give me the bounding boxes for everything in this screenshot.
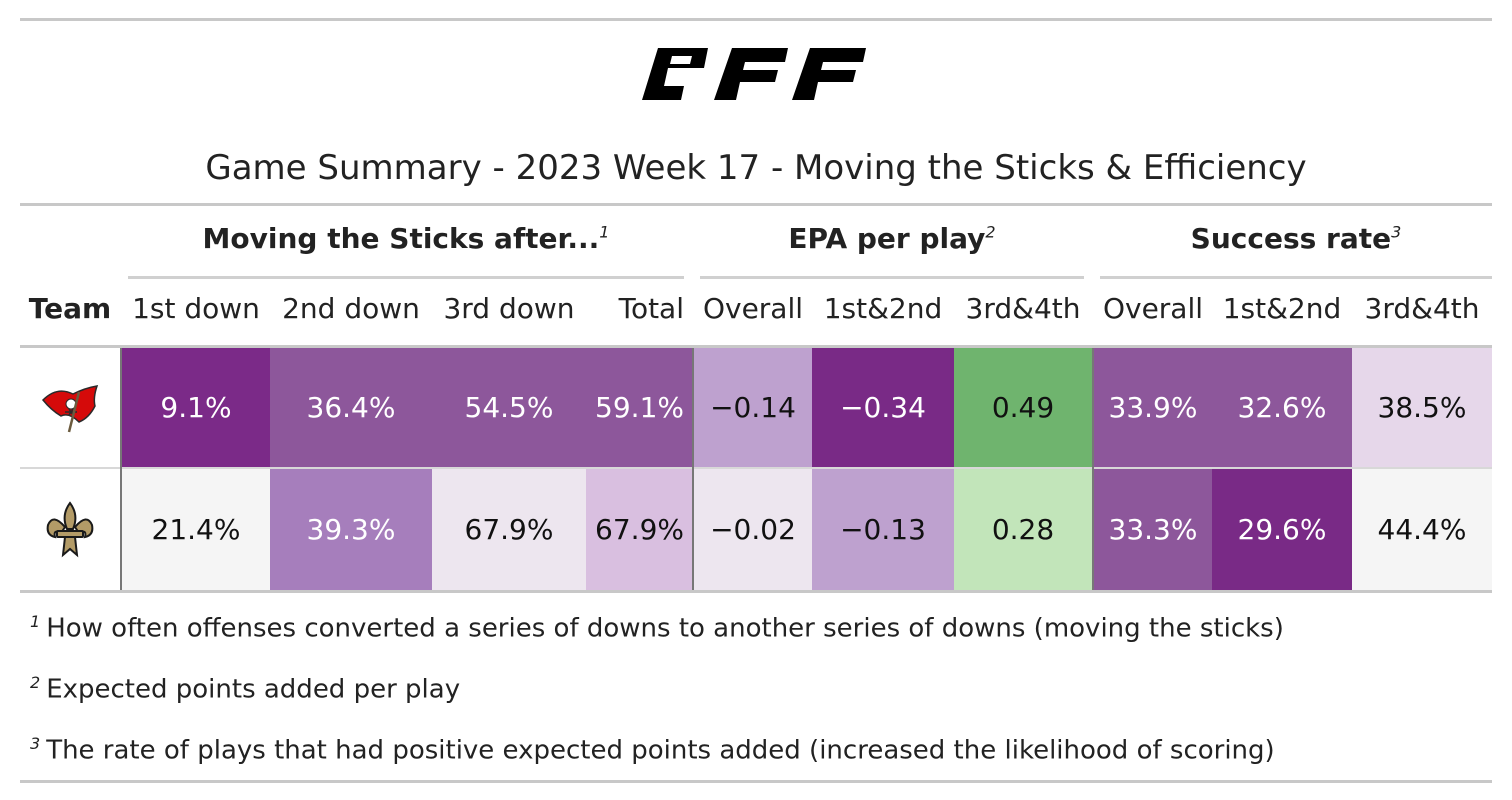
table-cell: 67.9% — [432, 469, 586, 590]
spanner-label: EPA per play — [788, 222, 986, 255]
spanner-underline — [128, 276, 684, 279]
bottom-rule — [20, 780, 1492, 783]
column-header: Total — [618, 292, 684, 325]
table-cell: −0.13 — [812, 469, 954, 590]
table-cell: 9.1% — [122, 348, 270, 467]
footnote: 1 How often offenses converted a series o… — [30, 612, 1284, 644]
footnote-mark: 1 — [599, 222, 610, 242]
footnote-mark: 1 — [30, 612, 41, 631]
pff-logo — [640, 46, 870, 104]
spanner-success-rate: Success rate3 — [1100, 222, 1492, 262]
footnote-text: The rate of plays that had positive expe… — [46, 735, 1275, 766]
table-cell: 0.49 — [954, 348, 1092, 467]
table-cell: −0.34 — [812, 348, 954, 467]
table-cell: 38.5% — [1352, 348, 1492, 467]
column-header: Overall — [702, 292, 804, 325]
group-divider — [1092, 348, 1094, 590]
column-header: 3rd&4th — [965, 292, 1081, 325]
column-header: 1st down — [132, 292, 260, 325]
team-row-2-logo — [20, 470, 120, 590]
title-rule — [20, 203, 1492, 206]
column-header: 1st&2nd — [1222, 292, 1342, 325]
column-header-team: Team — [28, 292, 112, 325]
pff-logo-icon — [642, 48, 866, 100]
table-cell: 0.28 — [954, 469, 1092, 590]
footnote: 3 The rate of plays that had positive exp… — [30, 734, 1275, 766]
spanner-label: Moving the Sticks after... — [202, 222, 600, 255]
spanner-moving-sticks: Moving the Sticks after...1 — [128, 222, 684, 262]
table-title: Game Summary - 2023 Week 17 - Moving the… — [205, 148, 1307, 188]
table-cell: −0.02 — [694, 469, 812, 590]
column-header: 1st&2nd — [823, 292, 943, 325]
table-cell: 29.6% — [1212, 469, 1352, 590]
table-cell: 54.5% — [432, 348, 586, 467]
column-header: Overall — [1102, 292, 1204, 325]
table-cell: 59.1% — [586, 348, 692, 467]
body-bottom-rule — [20, 590, 1492, 593]
table-cell: 21.4% — [122, 469, 270, 590]
table-cell: 39.3% — [270, 469, 432, 590]
table-cell: −0.14 — [694, 348, 812, 467]
footnote-mark: 2 — [30, 673, 41, 692]
table-cell: 32.6% — [1212, 348, 1352, 467]
spanner-underline — [700, 276, 1084, 279]
group-divider — [120, 348, 122, 590]
column-header: 3rd down — [443, 292, 575, 325]
footnote-mark: 3 — [1391, 222, 1402, 242]
team-row-1-logo — [20, 348, 120, 468]
footnote-text: How often offenses converted a series of… — [46, 613, 1284, 644]
footnote-text: Expected points added per play — [46, 674, 461, 705]
top-rule — [20, 18, 1492, 21]
table-cell: 33.9% — [1094, 348, 1212, 467]
spanner-epa: EPA per play2 — [700, 222, 1084, 262]
column-header: 2nd down — [282, 292, 420, 325]
table-cell: 67.9% — [586, 469, 692, 590]
column-header: 3rd&4th — [1364, 292, 1480, 325]
footnote-mark: 3 — [30, 734, 41, 753]
footnote-mark: 2 — [985, 222, 996, 242]
group-divider — [692, 348, 694, 590]
row-divider — [20, 467, 1492, 469]
table-cell: 36.4% — [270, 348, 432, 467]
header-rule — [20, 345, 1492, 348]
spanner-label: Success rate — [1190, 222, 1392, 255]
footnote: 2 Expected points added per play — [30, 673, 460, 705]
table-cell: 44.4% — [1352, 469, 1492, 590]
buccaneers-flag-icon — [41, 385, 99, 433]
saints-fleur-de-lis-icon — [46, 501, 94, 558]
table-cell: 33.3% — [1094, 469, 1212, 590]
spanner-underline — [1100, 276, 1492, 279]
